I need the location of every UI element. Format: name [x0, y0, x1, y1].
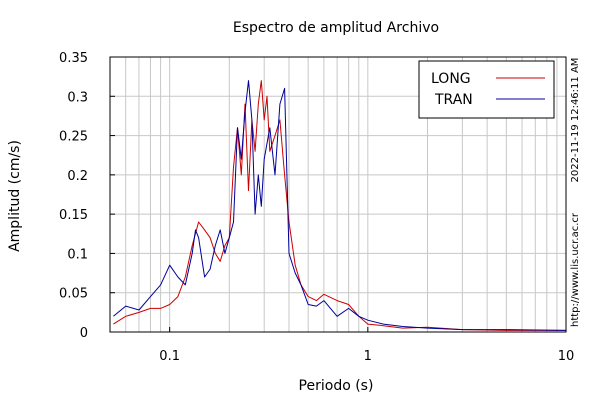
y-tick-label: 0.05 [59, 287, 88, 302]
legend-box [418, 60, 555, 119]
chart-title: Espectro de amplitud Archivo [233, 20, 439, 36]
x-tick-label: 1 [364, 349, 372, 364]
y-tick-label: 0.35 [59, 51, 88, 66]
x-axis-label: Periodo (s) [299, 378, 374, 394]
series-line-tran [113, 80, 567, 331]
y-axis-label: Amplitud (cm/s) [7, 140, 23, 252]
website-annotation: http://www.lis.ucr.ac.cr [570, 212, 581, 327]
series-group [113, 80, 567, 331]
plot-frame [109, 56, 567, 333]
x-tick-label: 0.1 [159, 349, 180, 364]
y-tick-label: 0.1 [67, 247, 88, 262]
timestamp-annotation: 2022-11-19 12:46:11 AM [570, 58, 581, 183]
x-axis-ticks: 0.1 1 10 [159, 327, 574, 364]
y-tick-label: 0.3 [67, 90, 88, 105]
y-tick-label: 0.2 [67, 169, 88, 184]
legend-label-long: LONG [431, 71, 471, 87]
y-tick-label: 0.25 [59, 130, 88, 145]
series-line-long [113, 80, 566, 331]
legend-label-tran: TRAN [434, 92, 473, 108]
y-axis-ticks: 0 0.05 0.1 0.15 0.2 0.25 0.3 0.35 [59, 51, 115, 341]
legend: LONG TRAN [418, 60, 555, 119]
x-tick-label: 10 [558, 349, 575, 364]
y-tick-label: 0.15 [59, 208, 88, 223]
y-tick-label: 0 [80, 326, 88, 341]
